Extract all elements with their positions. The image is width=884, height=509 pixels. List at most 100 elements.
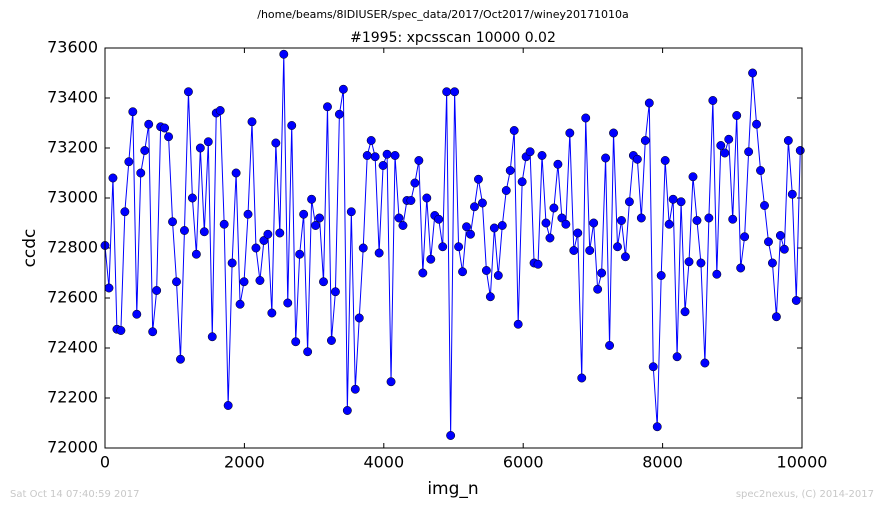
data-point (561, 219, 571, 229)
data-point (251, 243, 261, 253)
data-point (477, 198, 487, 208)
data-point (303, 347, 313, 357)
plot-frame (104, 47, 803, 449)
data-point (362, 151, 372, 160)
data-point (330, 287, 340, 297)
data-point (406, 196, 416, 205)
chart-subtitle: #1995: xpcsscan 10000 0.02 (350, 30, 556, 46)
data-point (191, 249, 201, 259)
data-point (394, 213, 404, 223)
data-point (470, 202, 479, 212)
data-point (323, 102, 332, 112)
data-point (207, 332, 217, 342)
data-point (187, 193, 197, 203)
y-tick-label: 73400 (47, 88, 98, 107)
data-point (656, 271, 666, 280)
data-point (609, 128, 618, 138)
data-point (728, 214, 738, 224)
data-point (390, 151, 400, 160)
data-point (767, 258, 777, 268)
data-point (787, 189, 797, 199)
data-point (454, 242, 464, 252)
data-point (680, 307, 690, 317)
data-point (180, 226, 189, 235)
data-point (346, 207, 356, 217)
data-point (108, 173, 118, 183)
data-point (501, 186, 511, 195)
data-point (334, 109, 344, 119)
data-point (414, 156, 424, 165)
data-point (684, 257, 694, 267)
data-point (374, 248, 384, 258)
data-point (744, 147, 754, 157)
data-point (299, 209, 309, 219)
data-point (223, 401, 233, 410)
data-point (513, 319, 523, 329)
data-point (263, 229, 273, 239)
data-point (231, 168, 241, 178)
data-point (712, 269, 722, 279)
data-point (779, 244, 789, 254)
data-point (338, 84, 348, 94)
data-point (740, 232, 750, 242)
data-point (283, 298, 293, 308)
data-point (307, 194, 317, 204)
data-point (636, 213, 646, 223)
data-point (660, 156, 670, 165)
data-point (704, 213, 714, 223)
data-point (549, 203, 559, 213)
y-tick-label: 72400 (47, 338, 98, 357)
data-point (764, 237, 773, 247)
data-point (505, 166, 515, 175)
y-tick-label: 73000 (47, 188, 98, 207)
data-point (168, 217, 177, 227)
data-point (775, 231, 785, 240)
data-point (752, 119, 762, 129)
data-point (692, 216, 702, 225)
y-tick-label: 72800 (47, 238, 98, 257)
data-point (458, 267, 468, 277)
data-point (783, 136, 793, 145)
data-point (553, 159, 563, 169)
data-point (132, 309, 142, 319)
data-point (422, 193, 432, 203)
data-point (700, 358, 710, 368)
data-point (319, 277, 328, 287)
data-point (620, 252, 630, 262)
x-tick-label: 2000 (224, 453, 265, 472)
data-point (287, 121, 297, 130)
data-point (565, 128, 575, 138)
data-point (398, 221, 408, 230)
data-point (708, 96, 718, 105)
data-point (446, 431, 456, 440)
data-point (176, 354, 185, 364)
data-point (664, 219, 674, 229)
data-point (569, 246, 579, 255)
x-tick-label: 8000 (642, 453, 683, 472)
data-point (720, 148, 730, 158)
data-point (648, 362, 658, 372)
data-point (410, 178, 420, 188)
data-point (617, 216, 626, 225)
data-point (509, 126, 519, 135)
data-point (601, 153, 611, 163)
data-point (124, 157, 134, 167)
data-point (442, 87, 452, 97)
data-point (370, 152, 380, 162)
data-point (545, 233, 555, 243)
data-point (557, 213, 567, 223)
data-point (438, 242, 448, 252)
data-point (489, 223, 499, 233)
data-point (219, 219, 229, 229)
x-axis-label: img_n (427, 479, 478, 499)
data-point (195, 143, 205, 153)
data-point (247, 117, 257, 127)
data-point (533, 259, 543, 269)
data-point (311, 221, 321, 230)
data-point (481, 266, 491, 275)
y-tick-label: 72000 (47, 438, 98, 457)
data-point (497, 221, 507, 230)
data-point (589, 218, 599, 228)
data-point (279, 49, 289, 59)
data-point (144, 119, 154, 129)
